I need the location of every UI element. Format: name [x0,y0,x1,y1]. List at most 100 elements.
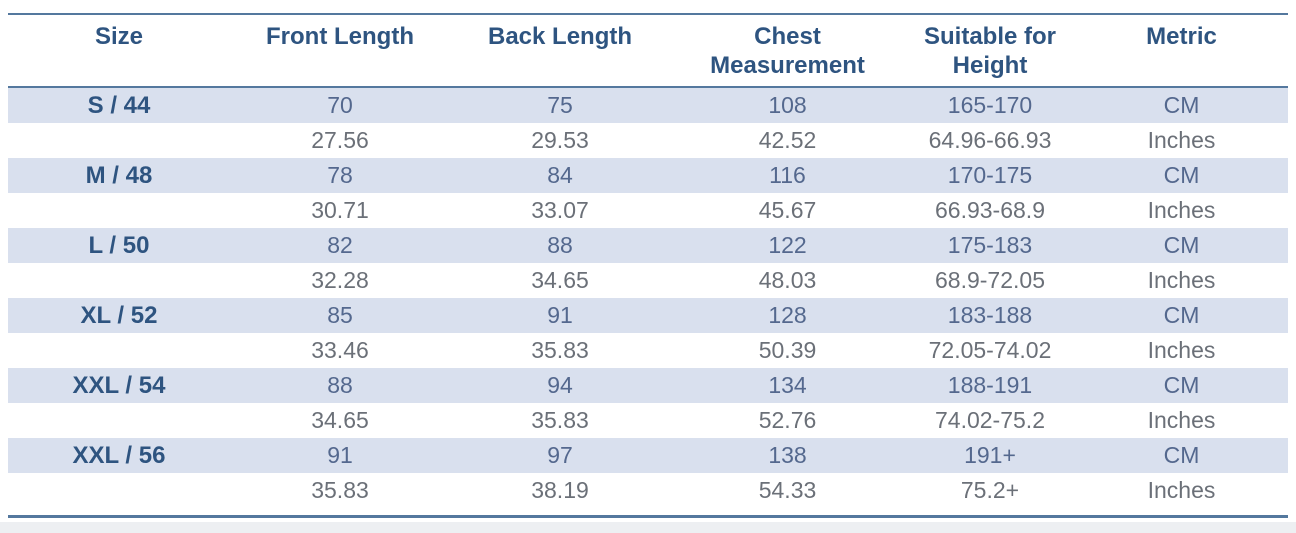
cell-chest-measurement: 108 [768,92,807,118]
bottom-strip [0,522,1296,533]
cell-suitable-for-height: 170-175 [947,162,1033,188]
cell-metric: Inches [1147,127,1216,153]
cell-back-length: 94 [547,372,573,398]
cell-suitable-for-height: 165-170 [947,92,1033,118]
column-header-label: Chest [754,23,821,50]
table-row: M / 48 78 84 116 170-175 CM [8,158,1288,193]
cell-suitable-for-height: 183-188 [947,302,1033,328]
cell-size [8,403,230,438]
cell-front-length: 85 [327,302,353,328]
cell-back-length: 84 [547,162,573,188]
cell-front-length: 27.56 [311,127,369,153]
cell-metric: Inches [1147,267,1216,293]
table-row: 35.83 38.19 54.33 75.2+ Inches [8,473,1288,508]
cell-size: L / 50 [88,231,150,259]
cell-suitable-for-height: 72.05-74.02 [928,337,1052,363]
cell-metric: CM [1163,302,1200,328]
column-header-label: Back Length [487,23,633,50]
size-table-body: S / 44 70 75 108 165-170 CM 27.56 29.53 42.52 64.… [8,87,1288,508]
cell-metric: CM [1163,442,1200,468]
cell-front-length: 30.71 [311,197,369,223]
cell-front-length: 33.46 [311,337,369,363]
cell-metric: CM [1163,372,1200,398]
cell-front-length: 35.83 [311,477,369,503]
table-row: S / 44 70 75 108 165-170 CM [8,87,1288,123]
cell-front-length: 78 [327,162,353,188]
table-bottom-rule [8,515,1288,518]
table-row: 33.46 35.83 50.39 72.05-74.02 Inches [8,333,1288,368]
column-header-front-length: Front Length [230,14,450,88]
table-row: 30.71 33.07 45.67 66.93-68.9 Inches [8,193,1288,228]
table-row: XXL / 56 91 97 138 191+ CM [8,438,1288,473]
cell-back-length: 97 [547,442,573,468]
column-header-back-length: Back Length [450,14,670,88]
cell-suitable-for-height: 175-183 [947,232,1033,258]
cell-back-length: 35.83 [531,407,589,433]
cell-back-length: 38.19 [531,477,589,503]
cell-front-length: 91 [327,442,353,468]
cell-size: S / 44 [87,91,151,119]
cell-front-length: 34.65 [311,407,369,433]
column-header-label: Size [94,23,144,50]
table-row: XL / 52 85 91 128 183-188 CM [8,298,1288,333]
table-row: 27.56 29.53 42.52 64.96-66.93 Inches [8,123,1288,158]
cell-size [8,193,230,228]
cell-back-length: 75 [547,92,573,118]
cell-size: XXL / 56 [72,441,166,469]
cell-chest-measurement: 128 [768,302,807,328]
cell-suitable-for-height: 66.93-68.9 [935,197,1045,223]
cell-suitable-for-height: 191+ [964,442,1016,468]
cell-back-length: 33.07 [531,197,589,223]
cell-size [8,333,230,368]
cell-size [8,263,230,298]
cell-metric: Inches [1147,477,1216,503]
cell-size: XXL / 54 [72,371,166,399]
column-header-label: Suitable for [923,23,1056,50]
cell-suitable-for-height: 68.9-72.05 [935,267,1045,293]
cell-chest-measurement: 54.33 [758,477,817,503]
cell-metric: Inches [1147,407,1216,433]
cell-metric: Inches [1147,337,1216,363]
cell-suitable-for-height: 64.96-66.93 [928,127,1052,153]
cell-size [8,473,230,508]
cell-front-length: 32.28 [311,267,369,293]
cell-chest-measurement: 48.03 [758,267,817,293]
cell-chest-measurement: 42.52 [758,127,817,153]
cell-back-length: 34.65 [531,267,589,293]
cell-chest-measurement: 45.67 [758,197,817,223]
table-row: XXL / 54 88 94 134 188-191 CM [8,368,1288,403]
cell-chest-measurement: 50.39 [758,337,817,363]
cell-chest-measurement: 116 [769,162,806,188]
cell-front-length: 70 [327,92,353,118]
cell-suitable-for-height: 74.02-75.2 [935,407,1045,433]
table-row: 34.65 35.83 52.76 74.02-75.2 Inches [8,403,1288,438]
cell-metric: CM [1163,162,1200,188]
column-header-label: Metric [1146,23,1217,50]
cell-suitable-for-height: 188-191 [947,372,1033,398]
cell-chest-measurement: 122 [768,232,807,258]
cell-chest-measurement: 138 [768,442,807,468]
cell-back-length: 91 [547,302,573,328]
cell-suitable-for-height: 75.2+ [960,477,1020,503]
cell-size: M / 48 [85,161,153,189]
cell-metric: CM [1163,92,1200,118]
table-header-row: Size Front Length Back Length Chest Meas… [8,14,1288,88]
size-chart: Size Front Length Back Length Chest Meas… [8,13,1288,518]
cell-chest-measurement: 52.76 [758,407,817,433]
column-header-size: Size [8,14,230,88]
cell-size: XL / 52 [80,301,158,329]
cell-size [8,123,230,158]
column-header-metric: Metric [1075,14,1288,88]
column-header-label: Height [952,52,1028,79]
cell-front-length: 88 [327,372,353,398]
size-table: Size Front Length Back Length Chest Meas… [8,13,1288,508]
cell-back-length: 35.83 [531,337,589,363]
column-header-chest-measurement: Chest Measurement [670,14,905,88]
cell-metric: Inches [1147,197,1216,223]
cell-front-length: 82 [327,232,353,258]
column-header-label: Measurement [710,52,865,79]
table-row: 32.28 34.65 48.03 68.9-72.05 Inches [8,263,1288,298]
cell-back-length: 29.53 [531,127,589,153]
cell-back-length: 88 [547,232,573,258]
